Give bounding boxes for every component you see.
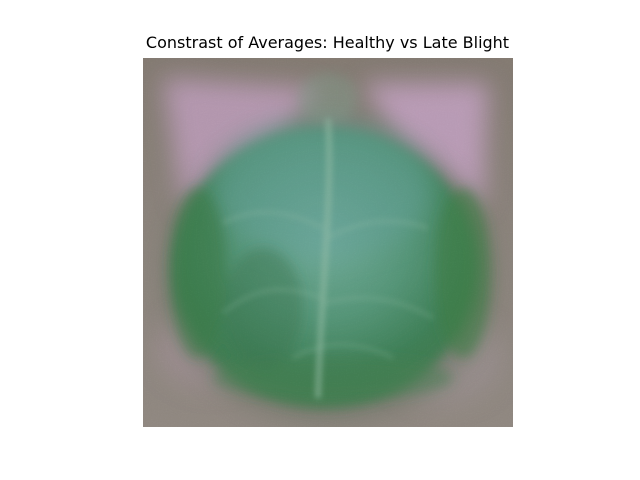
figure-title: Constrast of Averages: Healthy vs Late B… — [145, 33, 510, 52]
leaf-image-svg — [143, 58, 513, 427]
leaf-average-image — [143, 58, 513, 427]
